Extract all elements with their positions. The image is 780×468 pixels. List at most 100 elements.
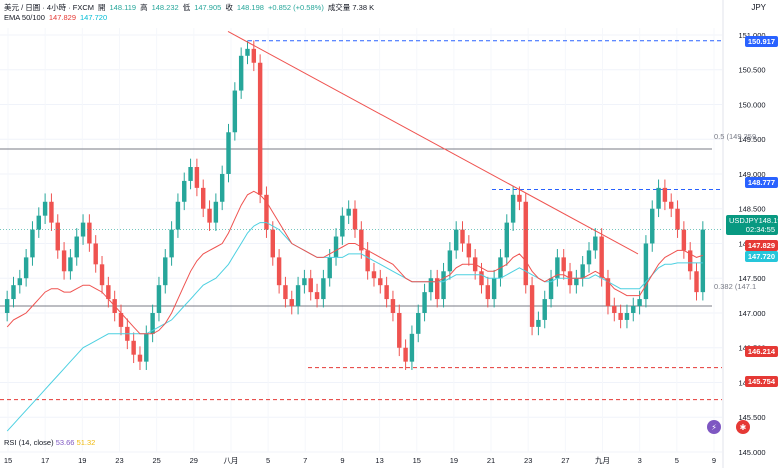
candle-body: [650, 208, 655, 244]
time-axis-label: 3: [638, 456, 642, 465]
candle-body: [643, 243, 649, 300]
time-axis-label: 27: [561, 456, 569, 465]
candle-body: [662, 187, 668, 202]
candle-body: [42, 201, 48, 216]
candle-body: [447, 250, 453, 272]
time-axis-label: 7: [303, 456, 307, 465]
candle-body: [409, 333, 415, 362]
price-tag-146214: 146.214: [744, 346, 778, 357]
price-axis-label: 149.500: [738, 135, 765, 144]
currency-label[interactable]: JPY: [751, 3, 766, 12]
candle-body: [491, 278, 497, 300]
candle-body: [378, 278, 383, 286]
price-tag-150917: 150.917: [744, 36, 778, 47]
candle-body: [529, 285, 535, 327]
close-label: 收: [225, 3, 233, 12]
candle-body: [403, 347, 408, 362]
candle-body: [207, 208, 212, 223]
change-value: +0.852 (+0.58%): [267, 3, 324, 12]
candle-body: [30, 229, 35, 258]
price-axis-label: 149.000: [738, 170, 765, 179]
candle-body: [302, 278, 307, 286]
candle-body: [435, 278, 440, 300]
candle-body: [49, 201, 54, 223]
candle-body: [371, 271, 377, 279]
downtrend-line: [227, 31, 639, 255]
candle-body: [245, 48, 250, 56]
candle-body: [264, 194, 269, 230]
candle-body: [441, 271, 446, 300]
time-axis-label: 21: [487, 456, 495, 465]
price-axis-label: 151.000: [738, 31, 765, 40]
low-label: 低: [182, 3, 191, 12]
time-axis-label: 23: [115, 456, 123, 465]
candle-body: [466, 243, 472, 258]
us-flag-icon[interactable]: ✱: [736, 420, 750, 434]
candle-body: [694, 271, 699, 293]
candle-body: [397, 312, 402, 348]
rsi-label: RSI (14, close): [4, 438, 54, 447]
candle-body: [618, 312, 623, 320]
candle-body: [17, 278, 23, 286]
candle-body: [555, 257, 560, 279]
candle-body: [422, 292, 427, 313]
candle-body: [182, 180, 187, 202]
ema50-tag: 147.829: [744, 240, 778, 251]
candle-body: [453, 229, 459, 251]
time-axis-label: 17: [41, 456, 49, 465]
candle-body: [365, 250, 370, 272]
candle-body: [295, 285, 301, 307]
candle-body: [74, 236, 79, 258]
ema100-value: 147.720: [80, 13, 108, 22]
candle-body: [574, 278, 579, 286]
candle-body: [548, 278, 554, 300]
candle-body: [321, 278, 326, 300]
candle-body: [384, 285, 389, 300]
candle-body: [55, 222, 60, 251]
candle-body: [283, 285, 288, 300]
candle-body: [479, 271, 484, 286]
candle-body: [586, 250, 592, 265]
time-axis-label: 19: [450, 456, 458, 465]
rsi-ma-value: 51.32: [76, 438, 96, 447]
candle-body: [504, 222, 509, 258]
time-axis-label: 5: [266, 456, 270, 465]
candle-body: [276, 257, 282, 286]
price-axis-label: 150.500: [738, 66, 765, 75]
ema50-line: [6, 190, 703, 335]
candle-body: [333, 236, 339, 258]
candle-body: [687, 250, 693, 272]
chart-legend: 美元 / 日圓 · 4小時 · FXCM 開 148.119 高 148.232 低…: [4, 3, 374, 23]
ema-label[interactable]: EMA 50/100: [4, 13, 45, 22]
candle-body: [656, 187, 661, 209]
candle-body: [289, 299, 294, 307]
candle-body: [150, 312, 155, 334]
candle-body: [23, 257, 29, 279]
candle-body: [561, 257, 566, 272]
candle-body: [308, 278, 313, 293]
time-axis-label: 25: [152, 456, 160, 465]
candle-body: [238, 55, 244, 91]
time-axis-label: 15: [413, 456, 421, 465]
candle-body: [669, 201, 674, 209]
candle-body: [460, 229, 465, 244]
last-price: 148.198: [758, 216, 780, 225]
ema50-value: 147.829: [48, 13, 76, 22]
time-axis-label: 29: [190, 456, 198, 465]
open-value: 148.119: [109, 3, 137, 12]
high-value: 148.232: [151, 3, 179, 12]
candle-body: [131, 340, 136, 355]
lightning-icon[interactable]: ⚡: [707, 420, 721, 434]
price-axis-label: 147.000: [738, 309, 765, 318]
symbol-title[interactable]: 美元 / 日圓 · 4小時 · FXCM: [4, 3, 94, 12]
candle-body: [517, 194, 522, 202]
rsi-legend[interactable]: RSI (14, close) 53.66 51.32: [4, 438, 95, 447]
candle-body: [213, 201, 219, 223]
candle-body: [87, 222, 92, 244]
time-axis-label: 9: [340, 456, 344, 465]
ema100-tag: 147.720: [744, 251, 778, 262]
candle-body: [106, 285, 111, 300]
ema100-line: [6, 222, 703, 432]
